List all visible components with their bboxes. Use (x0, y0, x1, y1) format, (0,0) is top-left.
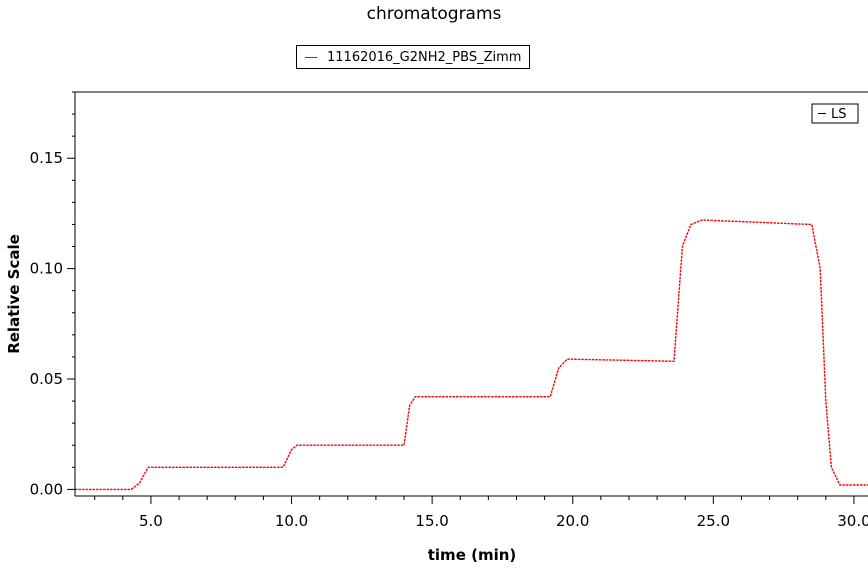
y-axis-ticks: 0.00 0.05 0.10 0.15 (30, 91, 75, 498)
y-tick-label: 0.15 (30, 149, 63, 167)
x-tick-label: 10.0 (275, 512, 308, 530)
x-tick-label: 20.0 (556, 512, 589, 530)
x-tick-label: 5.0 (139, 512, 163, 530)
detector-label-box: LS (811, 103, 859, 124)
x-tick-label: 15.0 (415, 512, 448, 530)
x-tick-label: 25.0 (697, 512, 730, 530)
y-tick-label: 0.05 (30, 370, 63, 388)
x-axis-title: time (min) (428, 546, 517, 564)
legend-swatch (305, 56, 317, 58)
y-tick-label: 0.10 (30, 260, 63, 278)
x-axis-ticks: 5.0 10.0 15.0 20.0 25.0 30.0 (94, 496, 868, 530)
legend-entry-label: 11162016_G2NH2_PBS_Zimm (327, 49, 522, 65)
x-tick-label: 30.0 (837, 512, 868, 530)
y-tick-label: 0.00 (30, 480, 63, 498)
legend: 11162016_G2NH2_PBS_Zimm (296, 45, 531, 69)
chart-title: chromatograms (366, 4, 502, 24)
detector-label: LS (831, 107, 847, 122)
y-axis-title: Relative Scale (5, 234, 23, 354)
series-line (75, 219, 868, 491)
